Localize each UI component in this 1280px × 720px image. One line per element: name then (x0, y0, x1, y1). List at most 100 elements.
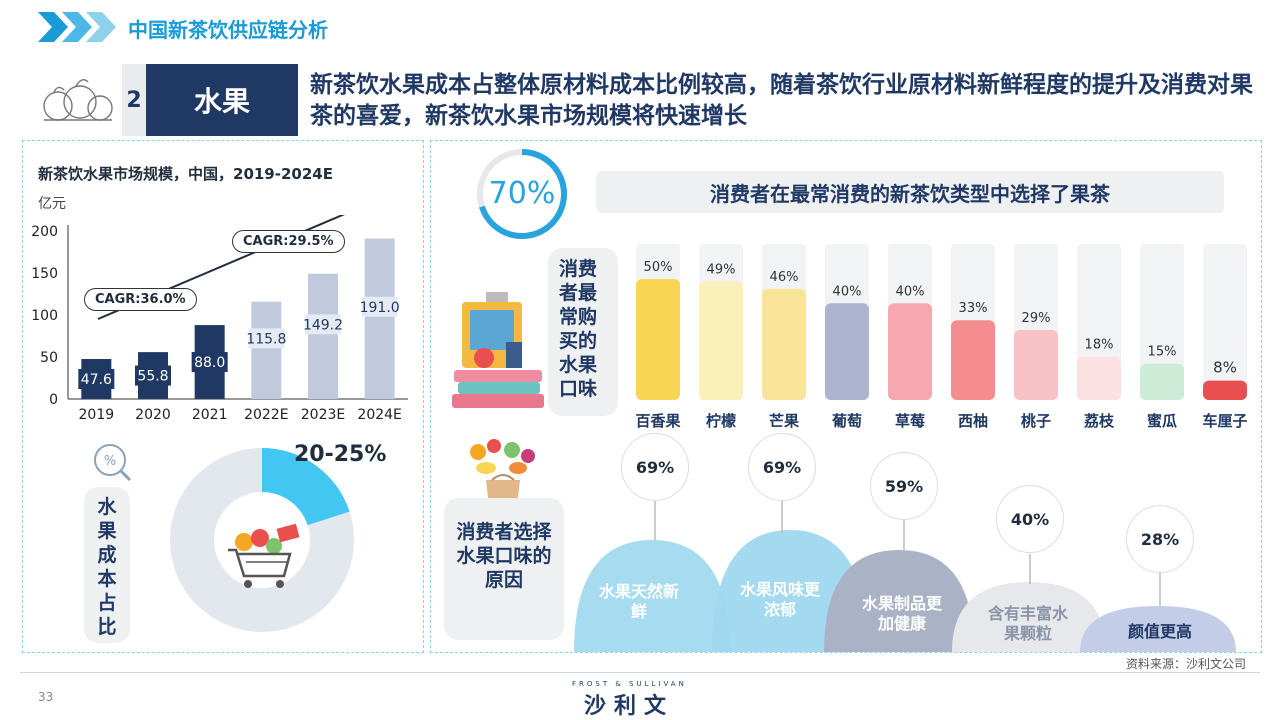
fruit-tea-banner: 消费者在最常消费的新茶饮类型中选择了果茶 (596, 171, 1224, 213)
flavor-bar-西柚 (951, 320, 995, 400)
reason-label-5: 颜值更高 (1127, 622, 1192, 641)
y-tick-label: 100 (31, 308, 58, 324)
section-name: 水果 (146, 64, 298, 136)
bar-value-label: 191.0 (360, 300, 400, 316)
bar-value-bg (191, 352, 228, 373)
flavor-category-label: 蜜瓜 (1147, 412, 1177, 430)
donut-slice-fruit (262, 448, 350, 526)
flavor-track (1203, 244, 1247, 400)
flavor-category-label: 荔枝 (1084, 412, 1115, 430)
flavor-category-label: 葡萄 (831, 412, 862, 430)
bar-value-bg (78, 369, 115, 390)
flavor-value-label: 40% (896, 284, 925, 299)
source-note: 资料来源：沙利文公司 (1125, 657, 1246, 671)
bar-value-bg (135, 365, 171, 386)
ring-progress (477, 149, 567, 239)
reason-mound-4 (952, 582, 1106, 652)
market-size-chart: 0 50 100 150 200 47.6 2019 55.8 2020 88.0 2021 115.… (31, 215, 408, 423)
flavor-category-label: 车厘子 (1202, 412, 1247, 430)
flavor-bar-车厘子 (1203, 380, 1247, 400)
right-panel (430, 140, 1262, 653)
flavor-bar-草莓 (888, 303, 932, 400)
flavor-value-label: 50% (644, 260, 673, 275)
brand-english: FROST & SULLIVAN (572, 680, 687, 688)
reason-mound-3 (824, 550, 974, 652)
flavor-category-label: 西柚 (958, 412, 988, 430)
header-chevrons-icon (38, 12, 116, 42)
footer-divider (20, 672, 1260, 673)
x-tick-label: 2021 (192, 407, 228, 423)
x-tick-label: 2019 (79, 407, 115, 423)
y-tick-label: 150 (31, 266, 58, 282)
reason-label-1: 水果天然新鲜 (598, 582, 679, 621)
fruit-tea-ring (477, 149, 567, 239)
flavor-value-label: 46% (770, 270, 799, 285)
bar-value-label: 47.6 (81, 372, 112, 388)
reason-pct-4: 40% (996, 485, 1064, 553)
bar-value-label: 55.8 (137, 369, 168, 385)
reason-pct-2: 69% (748, 433, 816, 501)
bar-2022E (251, 301, 282, 399)
y-tick-label: 0 (49, 392, 58, 408)
reason-pct-5: 28% (1126, 505, 1194, 573)
page-title: 中国新茶饮供应链分析 (128, 18, 328, 42)
reason-mounds (574, 530, 1236, 652)
bar-value-bg (361, 296, 398, 317)
bar-value-bg (305, 314, 341, 335)
cagr-badge-1: CAGR:36.0% (84, 288, 197, 311)
flavor-category-label: 芒果 (769, 412, 800, 430)
flavor-value-label: 18% (1085, 337, 1114, 352)
reason-label-3: 水果制品更加健康 (862, 594, 943, 633)
flavor-bar-蜜瓜 (1140, 363, 1184, 400)
headline: 新茶饮水果成本占整体原材料成本比例较高，随着茶饮行业原材料新鲜程度的提升及消费对… (310, 72, 1253, 129)
reason-pct-3: 59% (870, 452, 938, 520)
flavor-value-label: 33% (959, 301, 988, 316)
y-tick-label: 200 (31, 224, 58, 240)
fruit-outline-icon (43, 79, 113, 121)
reason-label: 消费者选择水果口味的原因 (456, 521, 552, 591)
cost-share-label: 水果成本占比 (97, 496, 117, 638)
reason-label-box (444, 498, 564, 640)
flavor-bar-柠檬 (699, 281, 743, 400)
left-panel (22, 140, 424, 653)
reason-label-2: 水果风味更浓郁 (740, 580, 821, 619)
market-chart-unit: 亿元 (38, 196, 66, 212)
market-chart-title: 新茶饮水果市场规模，中国，2019-2024E (38, 165, 333, 183)
flavor-value-label: 40% (833, 284, 862, 299)
flavor-bar-百香果 (636, 279, 680, 400)
flavor-bar-桃子 (1014, 329, 1058, 400)
bar-value-label: 88.0 (194, 355, 225, 371)
flavor-value-label: 8% (1213, 359, 1237, 377)
flavor-value-label: 15% (1148, 345, 1177, 360)
bar-2024E (364, 238, 395, 399)
cost-share-value: 20-25% (294, 442, 387, 467)
flavor-label: 消费者最常购买的水果口味 (558, 258, 597, 400)
percent-search-icon: % (94, 444, 132, 482)
flavor-value-label: 49% (707, 263, 736, 278)
flavor-category-label: 草莓 (895, 412, 925, 430)
cagr-badge-2: CAGR:29.5% (232, 230, 345, 253)
reason-mound-5 (1080, 606, 1236, 652)
flavor-category-label: 桃子 (1021, 412, 1051, 430)
cost-share-label-box (84, 487, 130, 643)
flavor-bar-荔枝 (1077, 356, 1121, 400)
flavor-track (1140, 244, 1184, 400)
flavor-bar-葡萄 (825, 303, 869, 400)
flavor-category-label: 百香果 (635, 412, 681, 430)
bar-value-label: 115.8 (246, 331, 286, 347)
reason-mound-1 (574, 540, 730, 652)
books-icon (452, 292, 544, 408)
bar-value-label: 149.2 (303, 317, 343, 333)
brand-logo: 沙利文 (584, 694, 675, 719)
flavor-category-label: 柠檬 (706, 412, 736, 430)
page-number: 33 (38, 690, 54, 704)
x-tick-label: 2020 (135, 407, 171, 423)
bar-value-bg (248, 328, 285, 349)
reason-connectors (654, 500, 1161, 606)
flavor-label-box (548, 248, 618, 416)
reason-label-4: 含有丰富水果颗粒 (988, 604, 1069, 643)
svg-text:%: % (104, 454, 116, 469)
x-tick-label: 2024E (357, 407, 401, 423)
section-number: 2 (122, 64, 146, 136)
x-tick-label: 2023E (301, 407, 345, 423)
